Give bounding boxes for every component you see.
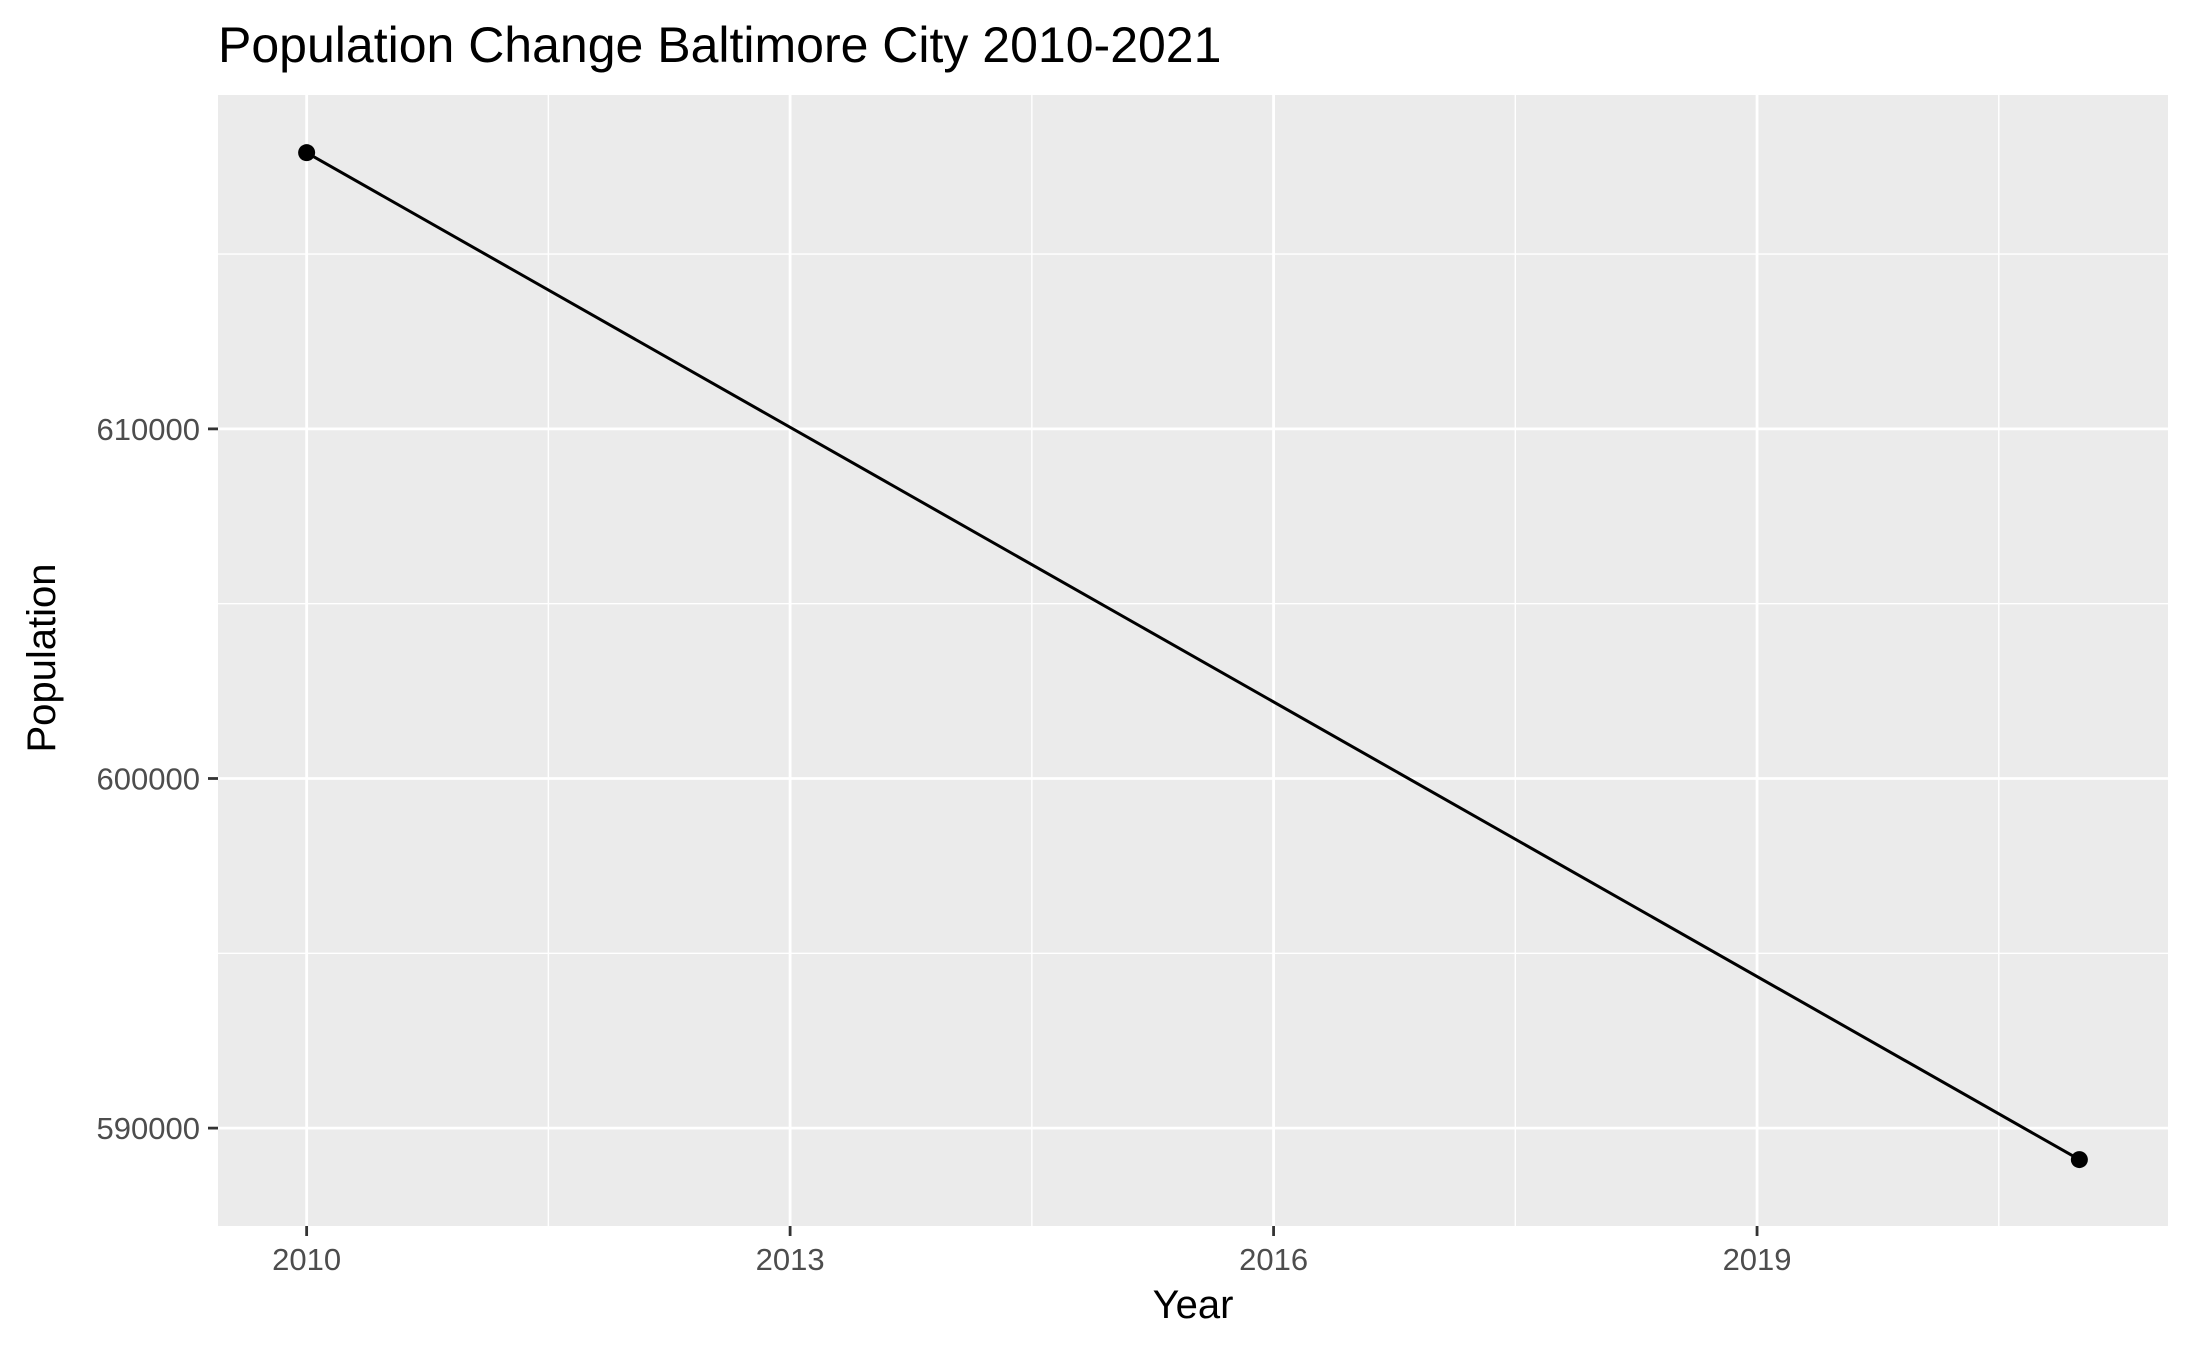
axis-ticks [208, 427, 1759, 1236]
data-point [2070, 1151, 2088, 1169]
minor-gridlines [218, 95, 2168, 1226]
panel-background [218, 95, 2168, 1226]
y-tick-label: 600000 [97, 761, 200, 796]
major-gridlines [218, 95, 2168, 1226]
y-axis-title: Population [20, 563, 64, 752]
x-tick-label: 2010 [272, 1242, 341, 1277]
x-axis-title: Year [1153, 1283, 1234, 1327]
series-line [305, 151, 2081, 1161]
series-layer [298, 144, 2088, 1169]
x-tick-label: 2019 [1723, 1242, 1792, 1277]
chart-title: Population Change Baltimore City 2010-20… [218, 17, 1221, 73]
data-point [298, 144, 316, 162]
x-tick-label: 2013 [756, 1242, 825, 1277]
y-tick-label: 590000 [97, 1111, 200, 1146]
x-tick-label: 2016 [1239, 1242, 1308, 1277]
tick-labels: 2010 2013 2016 2019 590000 600000 610000 [97, 412, 1792, 1277]
y-tick-label: 610000 [97, 412, 200, 447]
